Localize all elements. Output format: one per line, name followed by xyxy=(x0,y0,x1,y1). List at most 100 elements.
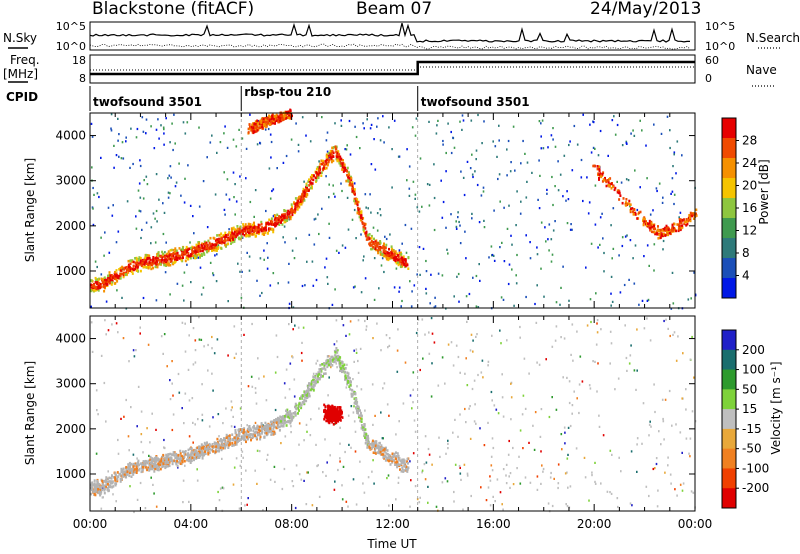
scatter-cell xyxy=(354,430,357,433)
scatter-cell xyxy=(489,475,491,478)
feature-cell xyxy=(249,126,251,129)
scatter-cell xyxy=(310,418,312,421)
trace-cell xyxy=(242,433,245,436)
power-panel-frame xyxy=(89,112,696,309)
scatter-cell xyxy=(259,294,261,297)
scatter-cell xyxy=(254,421,257,424)
trace-cell xyxy=(207,249,210,253)
scatter-cell xyxy=(117,331,119,334)
trace-cell xyxy=(278,421,281,424)
scatter-cell xyxy=(560,286,562,289)
trace-cell xyxy=(264,421,267,425)
trace-cell xyxy=(129,262,132,265)
trace-cell xyxy=(108,485,111,489)
scatter-cell xyxy=(564,431,566,434)
trace-cell xyxy=(176,251,179,255)
scatter-cell xyxy=(506,174,508,177)
scatter-cell xyxy=(566,471,568,474)
trace-cell xyxy=(142,464,145,467)
scatter-cell xyxy=(120,157,123,160)
scatter-cell xyxy=(461,114,464,117)
scatter-cell xyxy=(230,409,233,412)
trace-cell xyxy=(233,232,236,235)
trace-cell xyxy=(377,251,380,255)
trace-cell xyxy=(360,217,363,220)
trace-cell xyxy=(156,256,159,260)
scatter-cell xyxy=(662,420,665,423)
trace-cell xyxy=(308,178,310,181)
trace-cell xyxy=(308,392,311,396)
feature-cell xyxy=(680,219,683,222)
trace-cell xyxy=(224,440,227,444)
scatter-cell xyxy=(339,442,341,445)
trace-cell xyxy=(212,248,215,252)
trace-cell xyxy=(320,159,323,163)
trace-cell xyxy=(152,256,155,259)
trace-cell xyxy=(336,155,338,159)
scatter-cell xyxy=(529,257,532,260)
trace-cell xyxy=(215,243,217,247)
scatter-cell xyxy=(354,285,356,288)
trace-cell xyxy=(127,269,130,272)
scatter-cell xyxy=(474,403,476,406)
feature-cell xyxy=(264,120,267,123)
trace-cell xyxy=(318,166,321,169)
scatter-cell xyxy=(447,343,450,346)
feature-cell xyxy=(634,211,637,215)
trace-cell xyxy=(119,269,122,272)
trace-cell xyxy=(161,455,163,459)
trace-cell xyxy=(370,234,373,238)
scatter-cell xyxy=(327,394,329,397)
scatter-cell xyxy=(177,466,179,469)
trace-cell xyxy=(94,484,97,487)
trace-cell xyxy=(161,258,163,262)
scatter-cell xyxy=(292,306,295,309)
scatter-cell xyxy=(312,372,315,375)
trace-cell xyxy=(287,411,290,414)
trace-cell xyxy=(298,195,301,199)
feature-cell xyxy=(247,131,250,134)
scatter-cell xyxy=(536,475,539,478)
trace-cell xyxy=(216,442,219,445)
trace-cell xyxy=(372,445,375,449)
scatter-cell xyxy=(176,282,179,285)
trace-cell xyxy=(188,247,191,251)
trace-cell xyxy=(192,251,195,255)
scatter-cell xyxy=(669,473,672,476)
scatter-cell xyxy=(414,485,417,488)
beam-title: Beam 07 xyxy=(356,0,432,19)
scatter-cell xyxy=(373,257,376,260)
feature-cell xyxy=(272,121,275,125)
trace-cell xyxy=(183,251,186,255)
trace-cell xyxy=(363,428,366,431)
scatter-cell xyxy=(553,477,555,480)
scatter-cell xyxy=(117,139,119,142)
cpid-segment-label: twofsound 3501 xyxy=(421,95,530,109)
feature-cell xyxy=(678,228,681,231)
trace-cell xyxy=(342,369,344,372)
scatter-cell xyxy=(137,385,140,388)
trace-cell xyxy=(94,281,97,284)
trace-cell xyxy=(155,456,157,459)
trace-cell xyxy=(312,389,315,392)
trace-cell xyxy=(222,234,225,237)
scatter-cell xyxy=(107,206,110,209)
scatter-cell xyxy=(447,439,449,442)
scatter-cell xyxy=(676,140,679,143)
trace-cell xyxy=(319,171,322,174)
trace-cell xyxy=(308,388,311,391)
scatter-cell xyxy=(353,208,356,212)
trace-cell xyxy=(407,466,410,469)
scatter-cell xyxy=(267,256,269,259)
scatter-cell xyxy=(410,479,412,482)
feature-cell xyxy=(253,122,256,126)
scatter-cell xyxy=(592,360,594,363)
scatter-cell xyxy=(611,119,614,122)
trace-cell xyxy=(382,249,385,253)
scatter-cell xyxy=(502,468,505,471)
trace-cell xyxy=(180,462,183,466)
scatter-cell xyxy=(110,127,112,130)
trace-cell xyxy=(323,372,325,376)
trace-cell xyxy=(145,260,148,263)
colorbar-segment xyxy=(722,218,736,239)
